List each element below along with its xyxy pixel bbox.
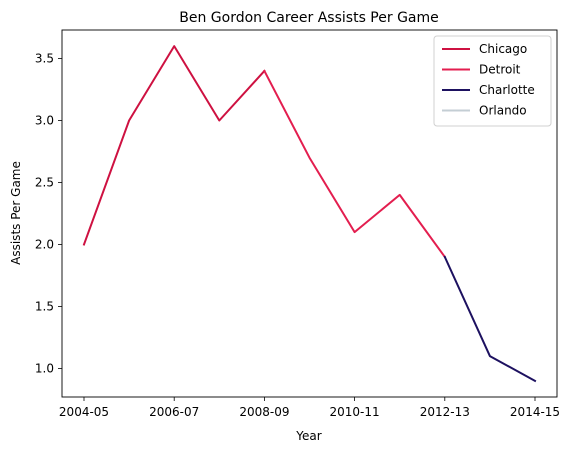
chart-legend: Chicago Detroit Charlotte Orlando: [433, 35, 552, 127]
legend-frame: [433, 35, 552, 127]
legend-label-chicago: Chicago: [479, 42, 527, 56]
x-tick-label: 2008-09: [239, 405, 289, 419]
x-tick-label: 2014-15: [510, 405, 560, 419]
x-tick-label: 2004-05: [59, 405, 109, 419]
x-tick-label: 2006-07: [149, 405, 199, 419]
legend-label-orlando: Orlando: [479, 104, 527, 118]
plot-lines: [82, 45, 537, 383]
series-line-detroit: [263, 69, 447, 259]
y-tick-label: 2.0: [35, 237, 54, 251]
y-tick-label: 1.0: [35, 361, 54, 375]
y-tick-label: 2.5: [35, 176, 54, 190]
y-tick-label: 3.0: [35, 114, 54, 128]
x-axis: 2004-05 2006-07 2008-09 2010-11 2012-13 2014-…: [59, 397, 560, 419]
series-line-chicago: [82, 45, 266, 246]
plot-frame: [61, 29, 558, 398]
y-tick-label: 1.5: [35, 299, 54, 313]
chart-title: Ben Gordon Career Assists Per Game: [179, 10, 439, 26]
legend-label-charlotte: Charlotte: [479, 83, 535, 97]
x-tick-label: 2012-13: [420, 405, 470, 419]
legend-label-detroit: Detroit: [479, 63, 521, 77]
x-tick-label: 2010-11: [330, 405, 380, 419]
y-tick-label: 3.5: [35, 52, 54, 66]
y-axis: 1.0 1.5 2.0 2.5 3.0 3.5: [35, 52, 62, 375]
y-axis-label: Assists Per Game: [9, 161, 23, 265]
x-axis-label: Year: [295, 429, 321, 443]
series-line-charlotte: [443, 255, 537, 383]
